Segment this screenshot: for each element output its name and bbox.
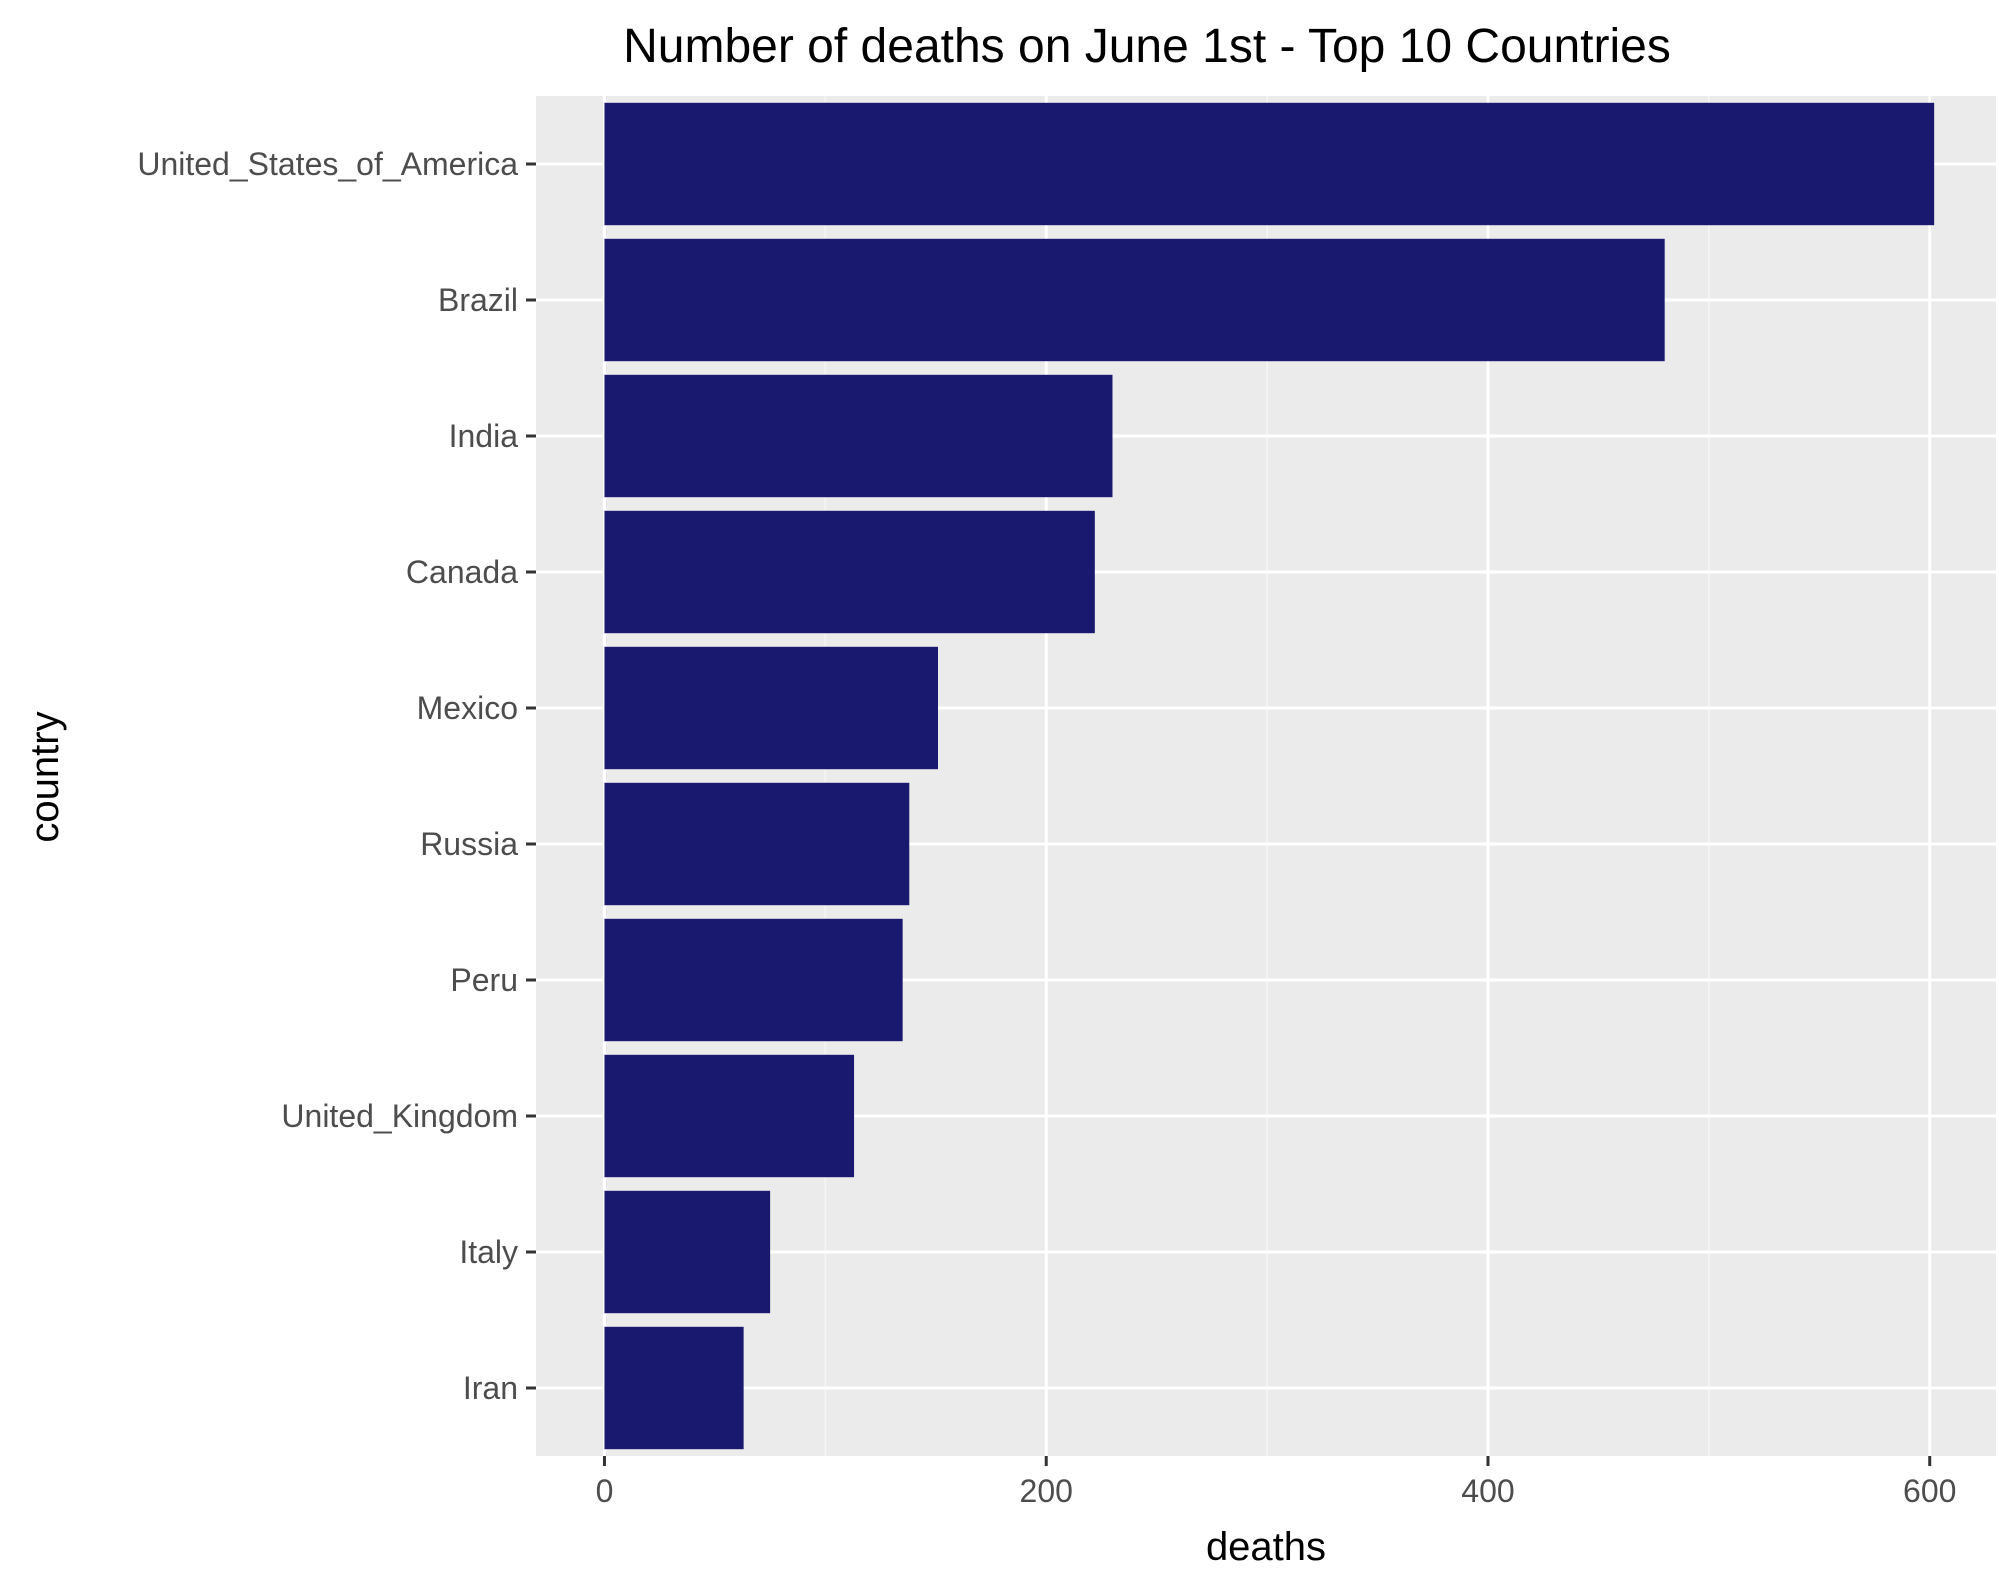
y-tick-label: Iran [463, 1370, 518, 1406]
y-axis-title: country [23, 711, 67, 842]
y-tick-label: Peru [450, 962, 518, 998]
y-tick-label: India [449, 418, 519, 454]
y-tick-label: Russia [420, 826, 518, 862]
y-tick-label: Brazil [438, 282, 518, 318]
bar [604, 1190, 771, 1314]
bar [604, 646, 938, 770]
y-tick-label: Mexico [417, 690, 518, 726]
y-tick-label: Canada [406, 554, 518, 590]
x-tick-label: 600 [1903, 1473, 1956, 1509]
bar [604, 1054, 855, 1178]
bar [604, 782, 910, 906]
x-tick-label: 0 [596, 1473, 614, 1509]
y-tick-label: United_States_of_America [137, 146, 518, 182]
plot-panel: United_States_of_America Brazil India Canad… [137, 96, 1996, 1509]
bar [604, 918, 903, 1042]
x-tick-label: 200 [1020, 1473, 1073, 1509]
x-tick-label: 400 [1461, 1473, 1514, 1509]
x-axis-title: deaths [1206, 1525, 1326, 1569]
bar [604, 238, 1665, 362]
bar [604, 102, 1935, 226]
y-tick-label: Italy [459, 1234, 518, 1270]
bar [604, 374, 1113, 498]
bar [604, 510, 1095, 634]
bar [604, 1326, 744, 1450]
chart-title: Number of deaths on June 1st - Top 10 Co… [623, 20, 1671, 73]
y-tick-label: United_Kingdom [281, 1098, 518, 1134]
